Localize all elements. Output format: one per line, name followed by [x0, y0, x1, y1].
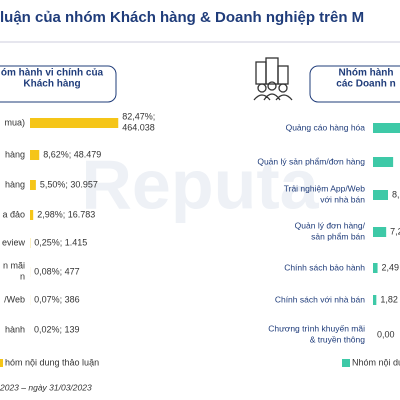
category-label: hàng [5, 179, 25, 189]
value-label: 0,00 [377, 329, 395, 339]
category-label: mua) [4, 117, 25, 127]
value-label: 8,62%; 48.479 [43, 149, 101, 159]
category-label: Chính sách với nhà bán [275, 294, 365, 304]
bar [30, 118, 119, 128]
category-label: Quản lý đơn hàng/sản phẩm bán [295, 221, 366, 242]
category-label: Chính sách bảo hành [284, 262, 365, 272]
bar [373, 157, 394, 167]
bar [30, 210, 34, 220]
value-label: 0,08%; 477 [34, 266, 80, 276]
header: Nhóm hành các Doanh n [336, 67, 395, 89]
bar [373, 263, 378, 273]
value-label: 82,47%; 464.038 [122, 112, 155, 133]
legend-swatch [0, 359, 3, 367]
value-label: 5,50%; 30.957 [40, 179, 98, 189]
legend-label: Nhóm nội dun [352, 357, 400, 367]
category-label: hành [5, 324, 25, 334]
bar [30, 180, 36, 190]
bar [373, 123, 400, 133]
icon [253, 57, 293, 101]
category-label: Quản lý sản phẩm/đơn hàng [257, 156, 365, 166]
value-label: 0,25%; 1.415 [34, 237, 87, 247]
header: óm hành vi chính của Khách hàng [1, 67, 104, 89]
value-label: 1,82 [380, 294, 398, 304]
value-label: 2,98%; 16.783 [37, 209, 95, 219]
bar [373, 190, 389, 200]
value-label: 0,02%; 139 [34, 324, 80, 334]
category-label: Trải nghiệm App/Web với nhà bán [284, 184, 366, 205]
header-box [309, 65, 400, 103]
bar [30, 150, 40, 160]
value-label: 2,49 [382, 262, 400, 272]
value-label: 7,2 [390, 226, 400, 236]
bar [373, 227, 387, 237]
category-label: /Web [4, 294, 25, 304]
page-title: luận của nhóm Khách hàng & Doanh nghiệp … [0, 9, 364, 26]
category-label: a đảo [2, 209, 25, 219]
category-label: hàng [5, 149, 25, 159]
header-box [0, 65, 117, 103]
bar [373, 295, 377, 305]
category-label: Quảng cáo hàng hóa [286, 122, 366, 132]
footer: 2023 – ngày 31/03/2023 [0, 382, 92, 392]
category-label: eview [2, 237, 26, 247]
legend-label: hóm nội dung thảo luận [5, 357, 99, 367]
legend-swatch [342, 359, 350, 367]
value-label: 8,2 [392, 189, 400, 199]
category-label: Chương trình khuyến mãi & truyền thông [268, 324, 365, 345]
value-label: 0,07%; 386 [34, 294, 80, 304]
watermark: Reputa [81, 145, 319, 223]
category-label: n mãi n [3, 261, 25, 282]
